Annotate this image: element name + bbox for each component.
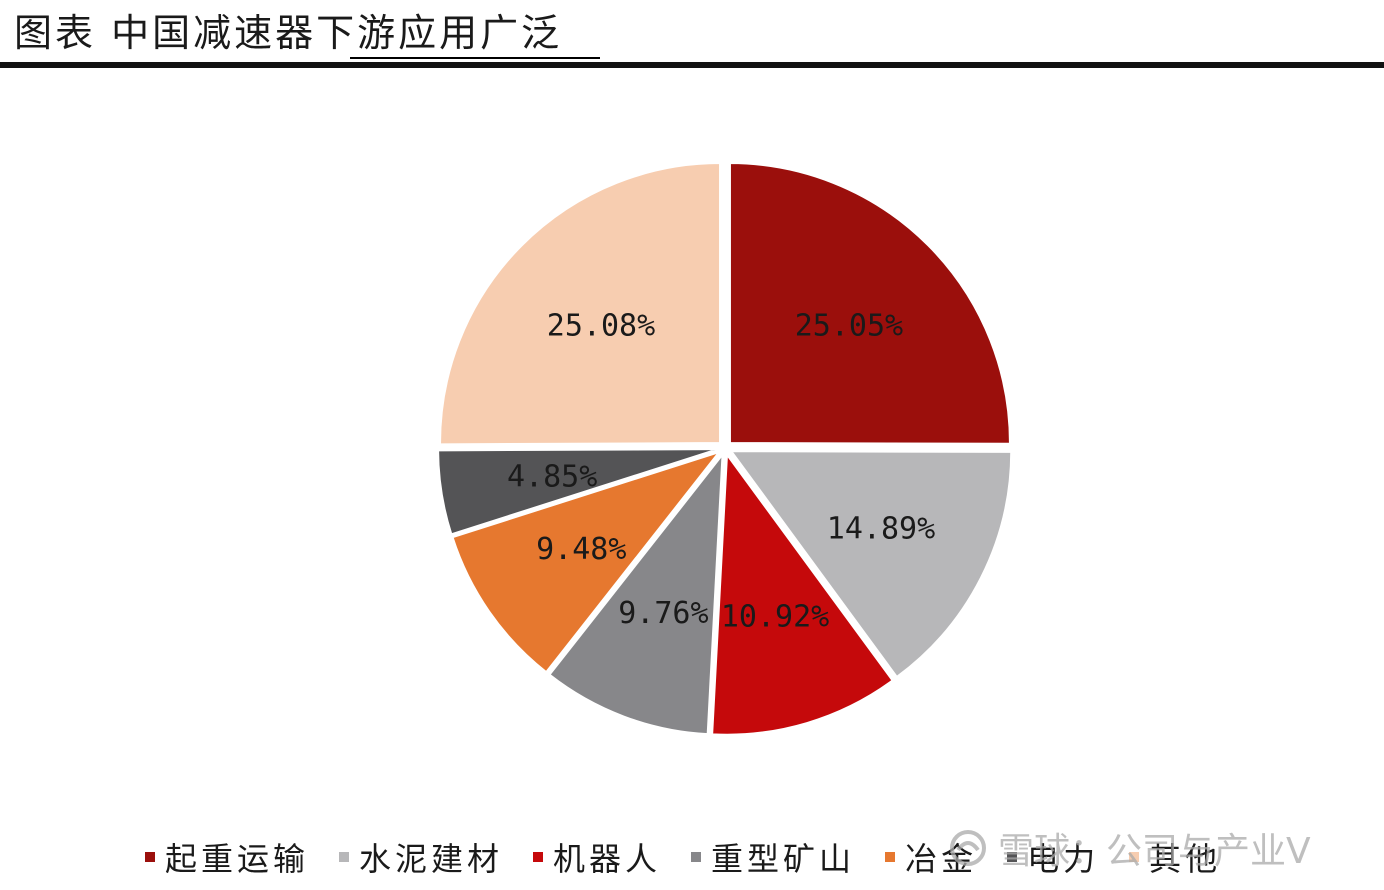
pie-slice-4 <box>548 451 724 736</box>
pie-slice-6 <box>437 448 719 536</box>
legend-swatch <box>1129 852 1140 862</box>
legend-label: 其他 <box>1149 840 1222 878</box>
legend-label: 水泥建材 <box>359 840 504 878</box>
legend-swatch <box>691 852 702 862</box>
watermark: 雪球：公司与产业V <box>948 822 1311 874</box>
snowball-logo-icon <box>950 830 986 866</box>
legend-swatch <box>885 852 896 862</box>
watermark-text: 雪球：公司与产业V <box>998 831 1311 872</box>
data-label-2: 14.89% <box>827 511 935 546</box>
legend-item-3: 机器人 <box>533 834 661 880</box>
pie-slice-7 <box>439 162 722 446</box>
pie-slice-2 <box>729 450 1013 679</box>
chart-legend: 起重运输 水泥建材 机器人 重型矿山 冶金 电力 其他 <box>145 832 1251 882</box>
legend-item-2: 水泥建材 <box>339 834 503 880</box>
legend-label: 重型矿山 <box>711 840 856 878</box>
data-label-6: 4.85% <box>507 459 597 494</box>
legend-swatch <box>339 852 350 862</box>
legend-item-6: 电力 <box>1007 834 1099 880</box>
legend-swatch <box>145 852 155 862</box>
page-title: 图表 中国减速器下游应用广泛 <box>14 11 563 55</box>
legend-label: 起重运输 <box>165 840 310 878</box>
title-underline <box>350 57 600 59</box>
legend-item-4: 重型矿山 <box>691 834 855 880</box>
legend-label: 机器人 <box>553 840 662 878</box>
pie-slice-3 <box>711 451 895 736</box>
data-label-4: 9.76% <box>618 596 708 631</box>
legend-label: 电力 <box>1027 840 1100 878</box>
pie-slice-1 <box>728 162 1011 445</box>
legend-item-7: 其他 <box>1129 834 1221 880</box>
data-label-1: 25.05% <box>795 308 903 343</box>
header-divider <box>0 62 1384 68</box>
data-label-3: 10.92% <box>721 600 829 635</box>
pie-slice-5 <box>451 450 723 674</box>
data-label-7: 25.08% <box>547 309 655 344</box>
legend-item-1: 起重运输 <box>145 834 309 880</box>
legend-swatch <box>1007 852 1018 862</box>
legend-swatch <box>533 852 544 862</box>
data-label-5: 9.48% <box>536 532 626 567</box>
